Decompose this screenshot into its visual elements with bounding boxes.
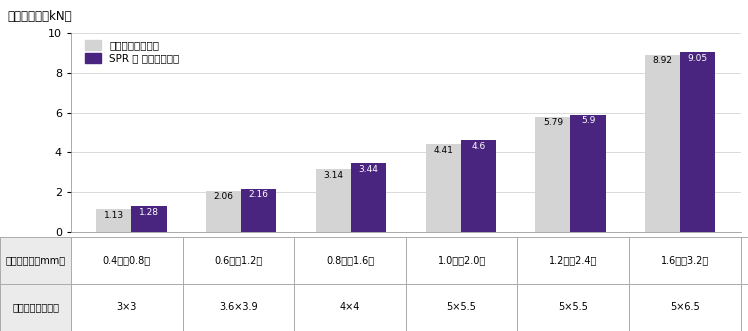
Text: 3.6×3.9: 3.6×3.9: [219, 303, 258, 312]
Bar: [571, 115, 606, 232]
Bar: [132, 206, 167, 232]
Text: 1.6（誈3.2）: 1.6（誈3.2）: [660, 255, 709, 265]
Text: 5×5.5: 5×5.5: [558, 303, 588, 312]
Bar: [426, 144, 461, 232]
Text: 4×4: 4×4: [340, 303, 361, 312]
Text: 1.2（誈2.4）: 1.2（誈2.4）: [549, 255, 598, 265]
Text: 4.6: 4.6: [471, 142, 485, 151]
Bar: [206, 191, 241, 232]
Text: 2.06: 2.06: [214, 192, 233, 201]
Text: 0.8（誈1.6）: 0.8（誈1.6）: [326, 255, 374, 265]
Text: ワーク板厚（mm）: ワーク板厚（mm）: [5, 255, 66, 265]
Text: 2.16: 2.16: [249, 190, 269, 199]
Text: 5.9: 5.9: [580, 116, 595, 125]
Bar: [96, 209, 132, 232]
Text: 1.28: 1.28: [139, 208, 159, 217]
Bar: [645, 55, 680, 232]
Text: 5.79: 5.79: [543, 118, 563, 127]
Text: 8.92: 8.92: [652, 56, 672, 65]
Bar: [461, 140, 496, 232]
Text: 使用リベット寸法: 使用リベット寸法: [12, 303, 59, 312]
Bar: [536, 117, 571, 232]
Text: せん断強度（kN）: せん断強度（kN）: [7, 10, 72, 23]
Bar: [680, 52, 715, 232]
Text: 3.14: 3.14: [323, 171, 343, 180]
Text: 5×6.5: 5×6.5: [670, 303, 699, 312]
Legend: 抗抗スポット溦接, SPR ｜ 打込リベット: 抗抗スポット溦接, SPR ｜ 打込リベット: [83, 38, 181, 66]
Text: 3×3: 3×3: [117, 303, 137, 312]
Text: 1.0（誈2.0）: 1.0（誈2.0）: [438, 255, 485, 265]
Bar: [351, 164, 386, 232]
Text: 4.41: 4.41: [433, 146, 453, 155]
Text: 0.4（誈0.8）: 0.4（誈0.8）: [102, 255, 151, 265]
Text: 1.13: 1.13: [104, 211, 124, 220]
Text: 9.05: 9.05: [687, 54, 708, 63]
Text: 0.6（誈1.2）: 0.6（誈1.2）: [214, 255, 263, 265]
Text: 5×5.5: 5×5.5: [447, 303, 476, 312]
Bar: [241, 189, 276, 232]
Text: 3.44: 3.44: [358, 165, 378, 174]
Bar: [316, 169, 351, 232]
